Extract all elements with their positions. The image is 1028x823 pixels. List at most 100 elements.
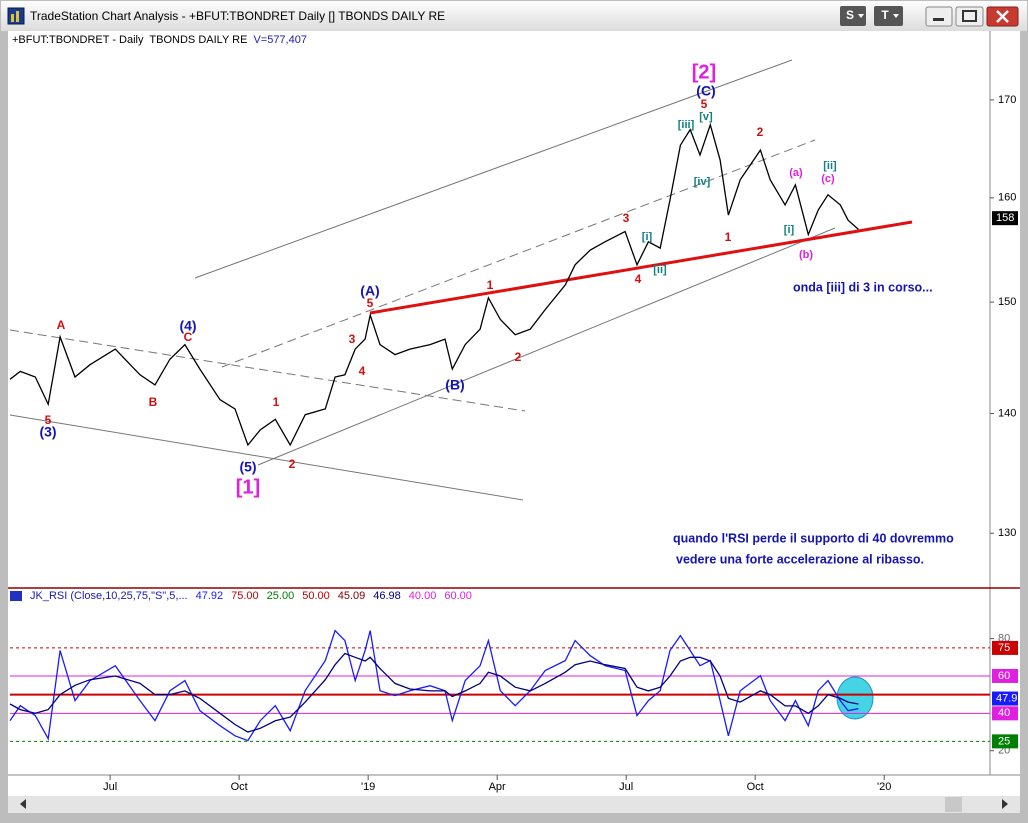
channel-line <box>9 329 526 412</box>
highlight-circle <box>836 676 874 720</box>
close-glyph <box>996 10 1009 23</box>
wave-label: C <box>184 330 193 344</box>
support-line <box>369 220 913 315</box>
data-line <box>9 122 859 447</box>
chart-title: +BFUT:TBONDRET - Daily TBONDS DAILY RE <box>12 34 247 46</box>
last-price-box <box>992 211 1018 226</box>
channel-line <box>221 139 816 368</box>
x-tick-label: '19 <box>361 781 375 793</box>
t-button-label[interactable]: T <box>881 8 889 22</box>
level-box-label: 25 <box>998 735 1010 747</box>
readout: 40.00 <box>409 590 437 602</box>
wave-label: 2 <box>289 457 296 471</box>
t-button[interactable] <box>874 6 903 26</box>
wave-label: [iii] <box>678 119 695 131</box>
wave-label: 2 <box>757 125 764 139</box>
wave-label: (5) <box>239 459 256 475</box>
wave-label: (c) <box>821 173 835 185</box>
wave-label: [ii] <box>823 160 837 172</box>
readout: 45.09 <box>338 590 366 602</box>
scrollbar[interactable] <box>8 796 1020 813</box>
scroll-right[interactable] <box>1002 799 1008 809</box>
wave-label: B <box>149 395 158 409</box>
x-tick-label: Oct <box>231 781 248 793</box>
level-box-label: 75 <box>998 642 1010 654</box>
x-tick-label: '20 <box>877 781 891 793</box>
channel-line <box>194 59 793 279</box>
y-tick-label: 170 <box>998 94 1016 106</box>
dropdown-arrow <box>858 14 864 18</box>
annotation: vedere una forte accelerazione al ribass… <box>676 552 924 566</box>
channel-line <box>9 414 524 501</box>
wave-label: 4 <box>635 272 642 286</box>
last-price-label: 158 <box>996 212 1014 224</box>
data-line <box>9 652 859 733</box>
wave-label: (B) <box>445 377 464 393</box>
indicator-icon <box>10 591 22 601</box>
readout: 47.92 <box>196 590 224 602</box>
wave-label: 2 <box>515 350 522 364</box>
wave-label: A <box>57 318 66 332</box>
level-box <box>992 640 1018 655</box>
wave-label: [1] <box>236 476 260 498</box>
wave-label: 1 <box>487 278 494 292</box>
readout: 75.00 <box>231 590 259 602</box>
wave-label: 1 <box>273 395 280 409</box>
scroll-thumb[interactable] <box>945 797 962 812</box>
wave-label: 5 <box>45 413 52 427</box>
s-button[interactable] <box>840 6 866 26</box>
maximize-button[interactable] <box>955 6 984 27</box>
wave-label: [2] <box>692 61 716 83</box>
s-button-label[interactable]: S <box>846 8 854 22</box>
wave-label: (C) <box>696 83 715 99</box>
wave-label: [v] <box>699 111 713 123</box>
wave-label: 1 <box>725 230 732 244</box>
readout: 46.98 <box>373 590 401 602</box>
wave-label: (b) <box>799 249 813 261</box>
wave-label: 5 <box>701 97 708 111</box>
last-value-label: 47.9 <box>996 692 1017 704</box>
readout: 25.00 <box>267 590 295 602</box>
wave-label: [i] <box>784 224 795 236</box>
wave-label: 4 <box>359 364 366 378</box>
y-tick-label: 160 <box>998 192 1016 204</box>
app-icon-bar <box>16 11 19 22</box>
wave-label: (a) <box>789 167 803 179</box>
annotation: quando l'RSI perde il supporto di 40 dov… <box>673 531 954 545</box>
y-tick-label: 150 <box>998 296 1016 308</box>
y-tick-label: 140 <box>998 407 1016 419</box>
channel-line <box>257 227 836 466</box>
wave-label: 3 <box>349 332 356 346</box>
wave-label: (4) <box>179 318 196 334</box>
wave-label: 3 <box>623 211 630 225</box>
minimize-glyph <box>933 18 944 21</box>
x-tick-label: Jul <box>619 781 633 793</box>
readout: 50.00 <box>302 590 330 602</box>
window-title: TradeStation Chart Analysis - +BFUT:TBON… <box>30 9 445 23</box>
wave-label: (3) <box>39 424 56 440</box>
wave-label: [iv] <box>694 176 711 188</box>
x-tick-label: Oct <box>747 781 764 793</box>
y-tick-label: 130 <box>998 527 1016 539</box>
indicator-title: JK_RSI (Close,10,25,75,"S",5,... <box>30 590 188 602</box>
x-tick-label: Jul <box>103 781 117 793</box>
chart-subtitle: V=577,407 <box>253 34 307 46</box>
app-icon-bar <box>11 14 14 22</box>
wave-label: 5 <box>367 296 374 310</box>
annotation: onda [iii] di 3 in corso... <box>793 280 933 294</box>
last-value-box <box>992 691 1018 706</box>
dropdown-arrow <box>893 14 899 18</box>
data-line <box>9 629 859 742</box>
minimize-button[interactable] <box>925 6 953 27</box>
maximize-glyph <box>962 10 977 22</box>
wave-label: [i] <box>642 231 653 243</box>
level-box <box>992 706 1018 721</box>
level-box <box>992 734 1018 749</box>
level-box <box>992 668 1018 683</box>
wave-label: (A) <box>360 283 379 299</box>
chart-area <box>8 31 1020 796</box>
scroll-left[interactable] <box>20 799 26 809</box>
wave-label: [ii] <box>653 264 667 276</box>
level-box-label: 60 <box>998 670 1010 682</box>
